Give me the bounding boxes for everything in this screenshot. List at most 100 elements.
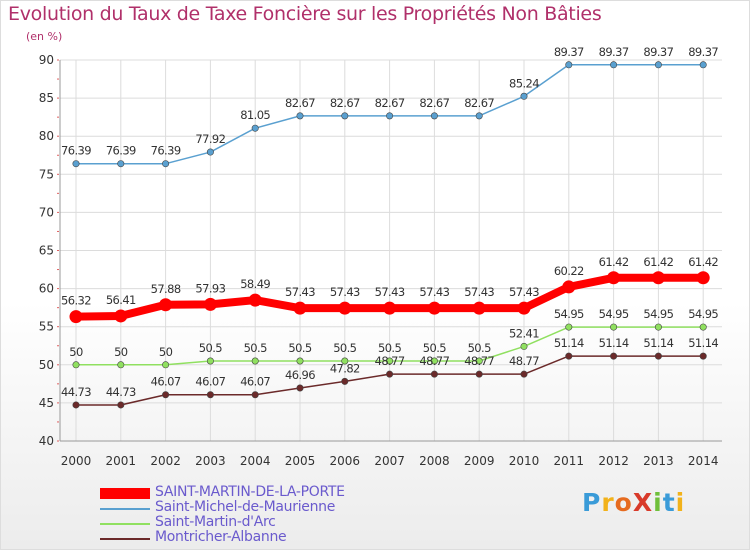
data-label: 48.77 (375, 354, 405, 368)
data-label: 54.95 (599, 307, 629, 321)
legend-item: Montricher-Albanne (100, 529, 400, 546)
data-label: 81.05 (240, 108, 270, 122)
y-tick-label: 90 (39, 53, 54, 67)
data-point (472, 301, 486, 315)
data-point (296, 384, 304, 392)
x-tick-label: 2005 (285, 454, 316, 468)
data-label: 48.77 (509, 354, 539, 368)
data-label: 89.37 (599, 45, 629, 59)
data-point (651, 271, 665, 285)
data-point (520, 92, 528, 100)
data-label: 89.37 (643, 45, 673, 59)
data-label: 82.67 (375, 96, 405, 110)
data-label: 50.5 (288, 341, 311, 355)
data-point (117, 361, 125, 369)
data-point (386, 112, 394, 120)
data-label: 85.24 (509, 76, 539, 90)
data-labels: 76.39 76.39 76.39 77.92 81.05 82.67 82.67 82.67… (61, 45, 719, 399)
data-label: 46.07 (240, 375, 270, 389)
x-tick-label: 2000 (61, 454, 92, 468)
data-point (654, 323, 662, 331)
chart-title: Evolution du Taux de Taxe Foncière sur l… (8, 3, 602, 25)
data-label: 57.93 (195, 281, 225, 295)
data-label: 61.42 (643, 255, 673, 269)
data-point (114, 309, 128, 323)
legend-item: Saint-Michel-de-Maurienne (100, 499, 400, 516)
data-point (654, 352, 662, 360)
data-label: 89.37 (554, 45, 584, 59)
data-label: 50 (159, 345, 173, 359)
data-point (341, 112, 349, 120)
x-tick-label: 2013 (643, 454, 674, 468)
data-point (386, 370, 394, 378)
data-label: 89.37 (688, 45, 718, 59)
data-label: 44.73 (106, 385, 136, 399)
legend-label: SAINT-MARTIN-DE-LA-PORTE (155, 484, 345, 500)
data-point (162, 160, 170, 168)
data-point (72, 401, 80, 409)
legend: SAINT-MARTIN-DE-LA-PORTE Saint-Michel-de-… (100, 484, 400, 546)
data-label: 51.14 (554, 336, 584, 350)
y-tick-label: 85 (39, 91, 54, 105)
data-point (117, 401, 125, 409)
data-point (430, 112, 438, 120)
data-point (610, 61, 618, 69)
data-label: 46.96 (285, 368, 315, 382)
data-point (475, 112, 483, 120)
data-label: 76.39 (61, 144, 91, 158)
data-label: 54.95 (643, 307, 673, 321)
x-tick-label: 2002 (150, 454, 181, 468)
data-point (475, 370, 483, 378)
data-label: 61.42 (599, 255, 629, 269)
data-point (565, 61, 573, 69)
data-point (341, 377, 349, 385)
y-tick-label: 40 (39, 434, 54, 448)
data-label: 50 (69, 345, 83, 359)
data-label: 82.67 (285, 96, 315, 110)
y-tick-label: 45 (39, 396, 54, 410)
data-point (296, 112, 304, 120)
data-point (206, 391, 214, 399)
data-label: 56.32 (61, 294, 91, 308)
data-point (206, 357, 214, 365)
data-label: 51.14 (688, 336, 718, 350)
legend-swatch (100, 523, 150, 525)
unit-label: (en %) (26, 30, 63, 43)
data-point (610, 352, 618, 360)
data-label: 48.77 (464, 354, 494, 368)
legend-label: Montricher-Albanne (155, 529, 287, 545)
data-point (69, 310, 83, 324)
data-point (565, 323, 573, 331)
data-label: 50.5 (244, 341, 267, 355)
legend-swatch (100, 538, 150, 540)
data-point (251, 391, 259, 399)
legend-label: Saint-Michel-de-Maurienne (155, 499, 336, 515)
x-tick-label: 2007 (374, 454, 405, 468)
data-label: 50.5 (378, 341, 401, 355)
x-tick-label: 2008 (419, 454, 450, 468)
proxiti-logo: ProXiti (582, 488, 686, 517)
data-label: 51.14 (599, 336, 629, 350)
data-point (296, 357, 304, 365)
data-label: 44.73 (61, 385, 91, 399)
data-label: 60.22 (554, 264, 584, 278)
data-point (475, 357, 483, 365)
data-label: 77.92 (195, 132, 225, 146)
data-label: 76.39 (106, 144, 136, 158)
data-label: 76.39 (151, 144, 181, 158)
data-label: 51.14 (643, 336, 673, 350)
data-point (251, 357, 259, 365)
x-tick-label: 2014 (688, 454, 719, 468)
data-point (341, 357, 349, 365)
data-label: 57.43 (375, 285, 405, 299)
data-label: 54.95 (554, 307, 584, 321)
data-point (72, 361, 80, 369)
x-tick-label: 2001 (106, 454, 137, 468)
axes: 40 45 50 55 60 65 70 75 80 85 90 2000 2001 2002 2003 20… (39, 53, 722, 468)
data-point (383, 301, 397, 315)
data-point (117, 160, 125, 168)
data-label: 50.5 (423, 341, 446, 355)
data-point (251, 124, 259, 132)
x-tick-label: 2003 (195, 454, 226, 468)
data-label: 82.67 (464, 96, 494, 110)
